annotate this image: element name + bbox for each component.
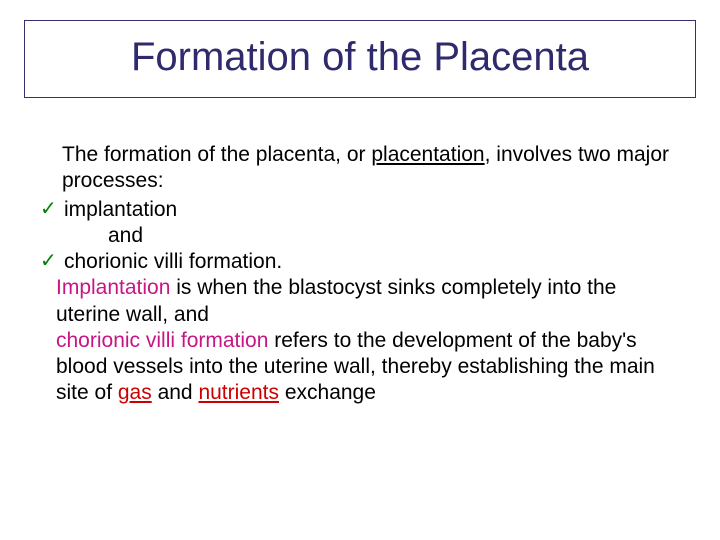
intro-part-a: The formation of the placenta, or [62,143,371,166]
chorionic-desc-b: and [152,381,199,404]
body-content: The formation of the placenta, or placen… [40,142,680,407]
bullet-2-text: chorionic villi formation. [64,249,680,275]
check-icon: ✓ [40,249,64,274]
chorionic-term: chorionic villi formation [56,329,274,352]
slide-title: Formation of the Placenta [33,35,687,79]
paragraph-implantation: Implantation is when the blastocyst sink… [56,275,680,328]
nutrients-term: nutrients [198,381,279,404]
bullet-2: ✓ chorionic villi formation. [40,249,680,275]
intro-text: The formation of the placenta, or placen… [62,142,680,195]
implantation-term: Implantation [56,276,176,299]
placentation-link: placentation [371,143,484,166]
slide: Formation of the Placenta The formation … [0,0,720,540]
title-box: Formation of the Placenta [24,20,696,98]
and-line: and [108,223,680,249]
bullet-1: ✓ implantation [40,197,680,223]
gas-term: gas [118,381,152,404]
paragraph-chorionic: chorionic villi formation refers to the … [56,328,680,407]
chorionic-desc-c: exchange [279,381,376,404]
check-icon: ✓ [40,197,64,222]
bullet-1-text: implantation [64,197,680,223]
